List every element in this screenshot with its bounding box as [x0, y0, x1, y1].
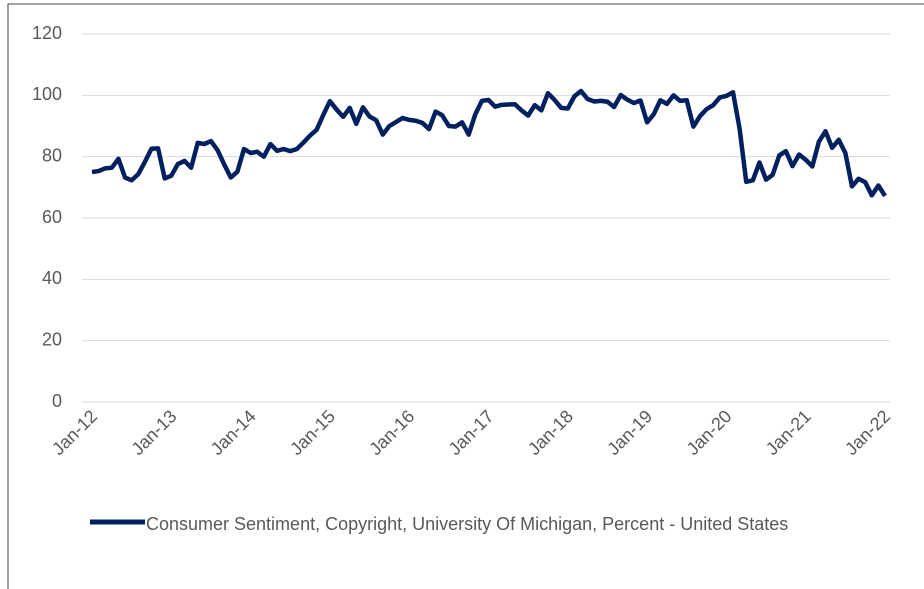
- y-tick-label: 40: [42, 268, 62, 288]
- chart-border: [7, 3, 924, 589]
- y-tick-label: 60: [42, 207, 62, 227]
- series-line: [91, 88, 887, 198]
- y-tick-label: 100: [32, 84, 62, 104]
- x-tick-label: Jan-16: [365, 406, 418, 459]
- x-tick-label: Jan-15: [286, 406, 339, 459]
- y-tick-label: 80: [42, 145, 62, 165]
- x-tick-label: Jan-14: [207, 406, 260, 459]
- y-tick-label: 20: [42, 329, 62, 349]
- x-tick-label: Jan-17: [445, 406, 498, 459]
- x-tick-label: Jan-20: [683, 406, 736, 459]
- x-tick-label: Jan-18: [524, 406, 577, 459]
- x-tick-label: Jan-22: [841, 406, 894, 459]
- legend-label: Consumer Sentiment, Copyright, Universit…: [146, 514, 789, 534]
- y-tick-label: 0: [52, 391, 62, 411]
- y-tick-label: 120: [32, 23, 62, 43]
- x-tick-label: Jan-12: [48, 406, 101, 459]
- x-tick-label: Jan-19: [603, 406, 656, 459]
- x-tick-label: Jan-21: [762, 406, 815, 459]
- x-tick-label: Jan-13: [127, 406, 180, 459]
